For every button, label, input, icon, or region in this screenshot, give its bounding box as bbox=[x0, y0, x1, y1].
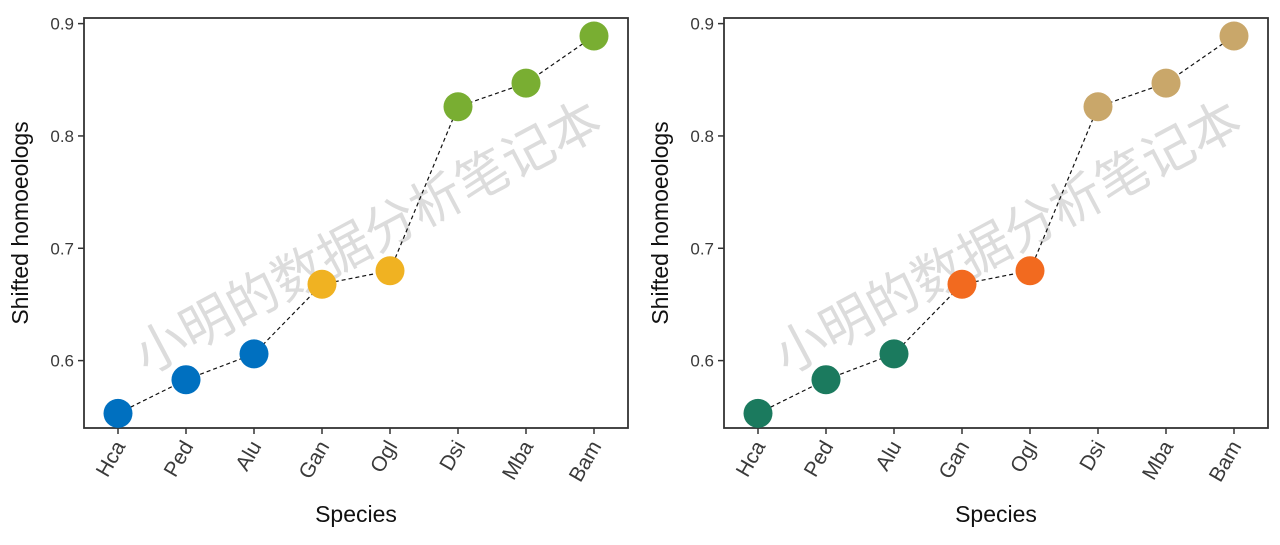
data-point bbox=[579, 21, 609, 51]
series-line bbox=[757, 35, 1235, 414]
y-tick-label: 0.9 bbox=[690, 15, 714, 34]
x-axis-title: Species bbox=[955, 501, 1037, 527]
watermark: 小明的数据分析笔记本 bbox=[764, 89, 1251, 386]
plot-frame bbox=[83, 17, 629, 429]
y-tick-label: 0.9 bbox=[50, 15, 74, 34]
data-point bbox=[511, 68, 541, 98]
data-point bbox=[103, 398, 133, 428]
y-tick-label: 0.7 bbox=[50, 239, 74, 258]
data-point bbox=[171, 365, 201, 395]
data-point bbox=[879, 339, 909, 369]
x-tick-label: Bam bbox=[1205, 437, 1247, 486]
x-tick-label: Hca bbox=[732, 437, 771, 481]
x-tick-label: Hca bbox=[92, 437, 131, 481]
y-axis-title: Shifted homoeologs bbox=[7, 121, 33, 324]
data-point bbox=[1151, 68, 1181, 98]
plot-frame bbox=[723, 17, 1269, 429]
data-point bbox=[1219, 21, 1249, 51]
y-tick-label: 0.6 bbox=[50, 352, 74, 371]
x-tick-label: Alu bbox=[871, 437, 906, 475]
x-tick-label: Ped bbox=[160, 437, 199, 481]
data-point bbox=[375, 256, 405, 286]
x-tick-label: Bam bbox=[565, 437, 607, 486]
watermark: 小明的数据分析笔记本 bbox=[124, 89, 611, 386]
y-tick-label: 0.8 bbox=[690, 127, 714, 146]
x-tick-label: Mba bbox=[498, 437, 539, 484]
x-tick-label: Dsi bbox=[1075, 437, 1110, 475]
left-chart-panel: 0.6 0.7 0.8 0.9 Hca Ped Alu Gan Ogl Dsi Mba Bam 小明的数… bbox=[7, 15, 629, 527]
x-tick-label: Ogl bbox=[1006, 437, 1042, 477]
data-point bbox=[743, 398, 773, 428]
y-axis-title: Shifted homoeologs bbox=[647, 121, 673, 324]
data-point bbox=[239, 339, 269, 369]
data-point bbox=[307, 269, 337, 299]
x-tick-label: Dsi bbox=[435, 437, 470, 475]
x-tick-label: Alu bbox=[231, 437, 266, 475]
y-tick-label: 0.8 bbox=[50, 127, 74, 146]
data-point bbox=[947, 269, 977, 299]
x-axis-title: Species bbox=[315, 501, 397, 527]
data-point bbox=[1015, 256, 1045, 286]
x-tick-label: Ped bbox=[800, 437, 839, 481]
series-line bbox=[117, 35, 595, 414]
data-point bbox=[443, 92, 473, 122]
x-tick-label: Ogl bbox=[366, 437, 402, 477]
right-chart-panel: 0.6 0.7 0.8 0.9 Hca Ped Alu Gan Ogl Dsi Mba Bam 小明的数… bbox=[647, 15, 1269, 527]
y-tick-label: 0.7 bbox=[690, 239, 714, 258]
x-tick-label: Mba bbox=[1138, 437, 1179, 484]
y-tick-label: 0.6 bbox=[690, 352, 714, 371]
x-tick-label: Gan bbox=[935, 437, 975, 483]
data-point bbox=[1083, 92, 1113, 122]
x-tick-label: Gan bbox=[295, 437, 335, 483]
data-point bbox=[811, 365, 841, 395]
